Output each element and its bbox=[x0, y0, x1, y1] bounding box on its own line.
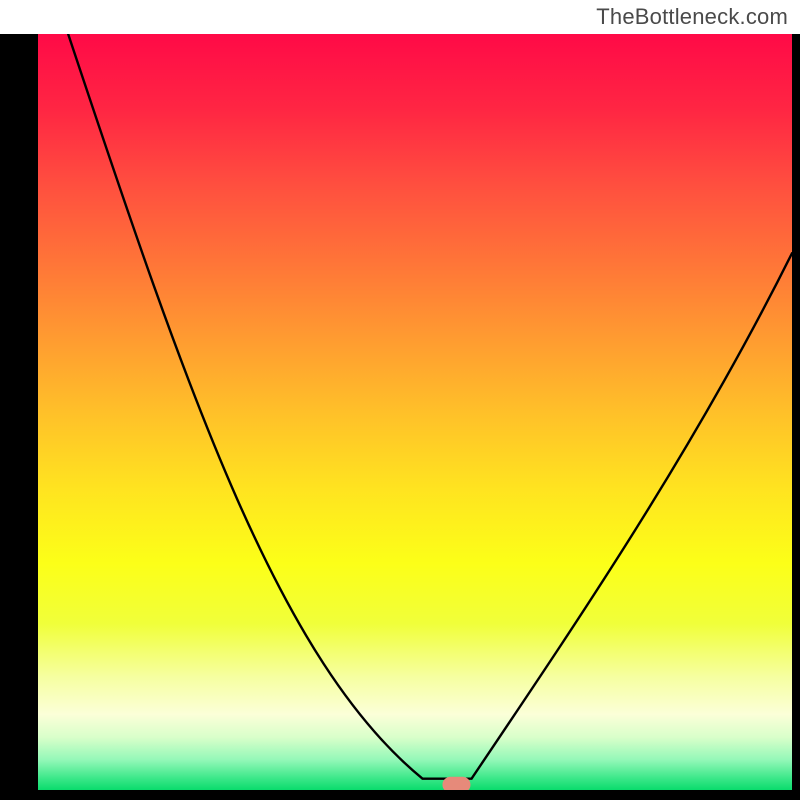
gradient-background bbox=[38, 34, 792, 790]
frame-right bbox=[792, 0, 800, 800]
frame-left bbox=[0, 0, 38, 800]
frame-bottom bbox=[0, 790, 800, 800]
chart-container: TheBottleneck.com bbox=[0, 0, 800, 800]
bottleneck-chart bbox=[0, 0, 800, 800]
watermark-text: TheBottleneck.com bbox=[596, 4, 788, 30]
